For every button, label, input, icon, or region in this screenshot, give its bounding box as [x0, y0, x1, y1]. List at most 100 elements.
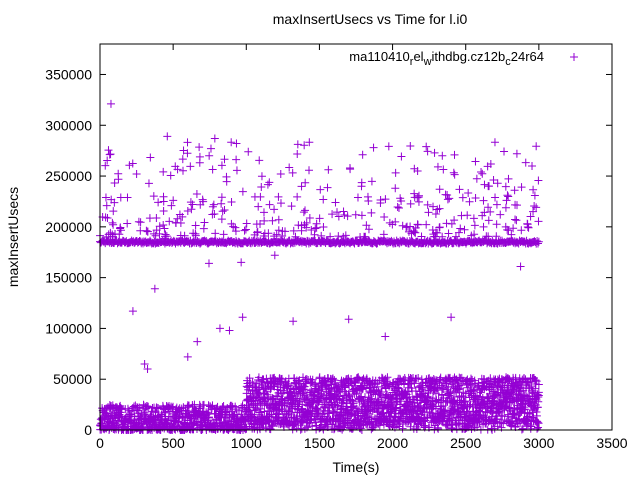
data-point	[338, 415, 347, 424]
data-point	[346, 165, 355, 174]
data-point	[250, 192, 259, 201]
data-point	[259, 208, 268, 217]
data-point	[331, 198, 340, 207]
data-point	[381, 195, 390, 204]
data-point	[502, 196, 511, 205]
data-point	[306, 416, 315, 425]
data-point	[106, 228, 115, 237]
data-point	[391, 168, 400, 177]
data-point	[440, 406, 449, 415]
data-point	[570, 53, 578, 61]
data-point	[217, 161, 226, 170]
data-point	[380, 212, 389, 221]
data-point	[319, 425, 328, 434]
data-point	[297, 182, 306, 191]
data-point	[195, 143, 204, 152]
data-point	[410, 189, 419, 198]
data-point	[145, 214, 154, 223]
data-point	[533, 418, 542, 427]
data-point	[458, 193, 467, 202]
data-point	[477, 168, 486, 177]
data-point	[205, 151, 214, 160]
data-point	[465, 197, 474, 206]
data-point	[186, 198, 195, 207]
data-point	[394, 203, 403, 212]
data-point	[339, 207, 348, 216]
data-point	[450, 150, 459, 159]
data-point	[464, 189, 473, 198]
data-point	[317, 231, 326, 240]
data-point	[381, 332, 390, 341]
data-point	[102, 232, 111, 241]
data-point	[106, 99, 115, 108]
data-point	[167, 201, 176, 210]
data-point	[254, 202, 263, 211]
data-point	[178, 212, 187, 221]
data-point	[512, 216, 521, 225]
data-point	[355, 375, 364, 384]
data-point	[491, 193, 500, 202]
data-point	[449, 168, 458, 177]
y-tick-label: 200000	[45, 219, 92, 235]
data-point	[480, 180, 489, 189]
data-point	[501, 182, 510, 191]
data-point	[357, 182, 366, 191]
data-point	[528, 161, 537, 170]
data-point	[253, 227, 262, 236]
data-point	[263, 390, 272, 399]
data-point	[312, 219, 321, 228]
data-point	[305, 166, 314, 175]
data-point	[284, 379, 293, 388]
data-point	[384, 142, 393, 151]
data-point	[244, 147, 253, 156]
data-point	[527, 422, 536, 431]
data-point	[435, 185, 444, 194]
data-point	[195, 158, 204, 167]
data-point	[282, 411, 291, 420]
data-point	[328, 210, 337, 219]
y-tick-label: 0	[84, 422, 92, 438]
data-point	[438, 383, 447, 392]
x-axis-label: Time(s)	[333, 459, 380, 475]
data-point	[422, 220, 431, 229]
data-point	[220, 155, 229, 164]
data-point	[245, 406, 254, 415]
data-point	[285, 163, 294, 172]
data-point	[242, 219, 251, 228]
data-point	[410, 193, 419, 202]
data-point	[490, 138, 499, 147]
data-point	[260, 216, 269, 225]
data-point	[492, 232, 501, 241]
data-point	[253, 228, 262, 237]
data-point	[486, 160, 495, 169]
data-point	[302, 379, 311, 388]
data-point	[310, 230, 319, 239]
data-point	[301, 206, 310, 215]
data-point	[177, 404, 186, 413]
data-point	[471, 157, 480, 166]
data-point	[288, 425, 297, 434]
data-point	[231, 227, 240, 236]
x-tick-label: 1000	[231, 435, 262, 451]
data-point	[421, 421, 430, 430]
data-point	[435, 204, 444, 213]
data-point	[160, 224, 169, 233]
data-point	[251, 403, 260, 412]
data-point	[431, 397, 439, 406]
data-point	[517, 183, 526, 192]
data-point	[209, 200, 218, 209]
data-point	[257, 172, 266, 181]
data-point	[196, 200, 205, 209]
data-point	[125, 161, 134, 170]
x-tick-label: 1500	[304, 435, 335, 451]
data-point	[351, 210, 360, 219]
data-point	[441, 405, 450, 414]
data-point	[222, 177, 231, 186]
data-point	[478, 169, 487, 178]
data-point	[301, 178, 310, 187]
data-point	[116, 193, 125, 202]
legend-label: ma110410relwithdbg.cz12bc24r64	[349, 49, 544, 68]
data-point	[343, 212, 352, 221]
data-point	[492, 200, 501, 209]
data-point	[436, 373, 445, 382]
